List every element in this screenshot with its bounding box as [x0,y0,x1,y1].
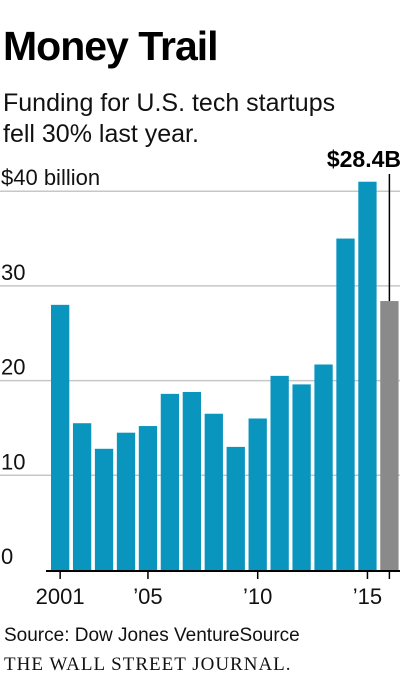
y-tick-label: 30 [1,260,25,285]
bar [182,391,201,570]
x-tick-label: ’05 [133,584,162,609]
highlight-value-label: $28.4B [327,146,401,172]
bar [72,423,92,570]
highlighted-bar [380,301,399,570]
chart-title: Money Trail [3,23,219,69]
y-tick-label: 20 [1,355,25,380]
bar [226,446,245,570]
bar [248,418,267,570]
subtitle-line-2: fell 30% last year. [3,120,199,148]
bar [116,432,136,570]
publisher-logo: THE WALL STREET JOURNAL. [4,654,292,675]
y-tick-label: $40 billion [1,165,100,190]
subtitle-line-1: Funding for U.S. tech startups [3,89,336,117]
x-tick-label: ’10 [243,584,272,609]
x-tick-label: 2001 [36,584,85,609]
y-tick-label: 0 [1,544,13,569]
bar [138,426,158,570]
bar [51,304,70,570]
bar [160,393,180,570]
chart-subtitle: Funding for U.S. tech startups fell 30% … [3,88,383,150]
bar [270,375,289,570]
bar [204,413,223,570]
y-tick-label: 10 [1,449,25,474]
bar [94,448,114,570]
bar [314,364,333,570]
bar [336,238,355,571]
bar [358,181,377,571]
x-tick-label: ’15 [353,584,382,609]
source-note: Source: Dow Jones VentureSource [4,625,300,646]
bar [292,384,311,570]
